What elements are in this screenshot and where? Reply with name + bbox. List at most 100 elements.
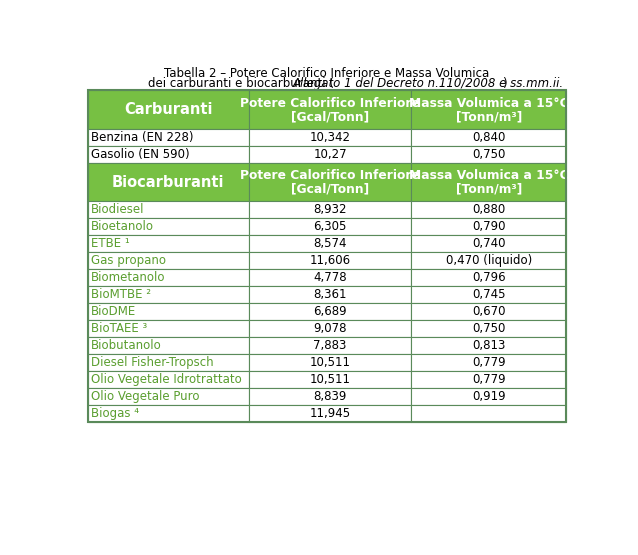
- Text: 10,342: 10,342: [309, 131, 350, 144]
- Bar: [412, 146, 567, 163]
- Bar: [249, 320, 412, 337]
- Text: ): ): [502, 77, 507, 90]
- Bar: [87, 269, 249, 286]
- Bar: [249, 286, 412, 303]
- Bar: [249, 218, 412, 235]
- Text: Biodiesel: Biodiesel: [91, 203, 144, 216]
- Bar: [249, 252, 412, 269]
- Text: ETBE ¹: ETBE ¹: [91, 237, 130, 250]
- Bar: [412, 269, 567, 286]
- Text: 4,778: 4,778: [313, 271, 347, 284]
- Bar: [249, 163, 412, 201]
- Text: Benzina (EN 228): Benzina (EN 228): [91, 131, 193, 144]
- Text: 0,470 (liquido): 0,470 (liquido): [446, 254, 532, 267]
- Bar: [412, 388, 567, 405]
- Bar: [249, 388, 412, 405]
- Bar: [412, 218, 567, 235]
- Bar: [412, 405, 567, 422]
- Text: 0,840: 0,840: [472, 131, 506, 144]
- Text: Gas propano: Gas propano: [91, 254, 166, 267]
- Bar: [87, 405, 249, 422]
- Text: 10,511: 10,511: [309, 356, 350, 369]
- Bar: [412, 163, 567, 201]
- Text: 11,945: 11,945: [309, 407, 351, 420]
- Text: 0,779: 0,779: [472, 356, 506, 369]
- Bar: [412, 286, 567, 303]
- Text: [Gcal/Tonn]: [Gcal/Tonn]: [291, 110, 369, 123]
- Text: 0,790: 0,790: [472, 220, 506, 233]
- Text: 0,813: 0,813: [472, 339, 506, 352]
- Text: Olio Vegetale Puro: Olio Vegetale Puro: [91, 390, 199, 403]
- Bar: [249, 146, 412, 163]
- Bar: [87, 320, 249, 337]
- Bar: [87, 388, 249, 405]
- Text: 10,27: 10,27: [313, 148, 347, 161]
- Text: Olio Vegetale Idrotrattato: Olio Vegetale Idrotrattato: [91, 373, 241, 386]
- Bar: [87, 337, 249, 354]
- Text: 0,919: 0,919: [472, 390, 506, 403]
- Bar: [87, 90, 249, 129]
- Text: Allegato 1 del Decreto n.110/2008 e ss.mm.ii.: Allegato 1 del Decreto n.110/2008 e ss.m…: [292, 77, 563, 90]
- Bar: [249, 235, 412, 252]
- Text: Tabella 2 – Potere Calorifico Inferiore e Massa Volumica: Tabella 2 – Potere Calorifico Inferiore …: [165, 67, 489, 80]
- Text: Potere Calorifico Inferiore: Potere Calorifico Inferiore: [240, 169, 420, 183]
- Text: Massa Volumica a 15°C: Massa Volumica a 15°C: [409, 169, 568, 183]
- Bar: [87, 252, 249, 269]
- Text: Biobutanolo: Biobutanolo: [91, 339, 161, 352]
- Bar: [249, 303, 412, 320]
- Text: 0,670: 0,670: [472, 305, 506, 318]
- Text: 7,883: 7,883: [313, 339, 347, 352]
- Bar: [249, 201, 412, 218]
- Text: 8,839: 8,839: [313, 390, 347, 403]
- Text: BioDME: BioDME: [91, 305, 136, 318]
- Bar: [412, 303, 567, 320]
- Bar: [412, 90, 567, 129]
- Text: [Tonn/m³]: [Tonn/m³]: [456, 110, 522, 123]
- Bar: [87, 163, 249, 201]
- Text: BioTAEE ³: BioTAEE ³: [91, 322, 147, 335]
- Text: Biometanolo: Biometanolo: [91, 271, 165, 284]
- Text: 0,880: 0,880: [472, 203, 505, 216]
- Text: Gasolio (EN 590): Gasolio (EN 590): [91, 148, 189, 161]
- Bar: [87, 218, 249, 235]
- Text: 0,796: 0,796: [472, 271, 506, 284]
- Text: Massa Volumica a 15°C: Massa Volumica a 15°C: [409, 97, 568, 110]
- Text: 11,606: 11,606: [309, 254, 351, 267]
- Bar: [412, 252, 567, 269]
- Bar: [87, 201, 249, 218]
- Text: 6,305: 6,305: [313, 220, 347, 233]
- Text: Biogas ⁴: Biogas ⁴: [91, 407, 138, 420]
- Bar: [87, 129, 249, 146]
- Bar: [87, 90, 567, 422]
- Bar: [412, 201, 567, 218]
- Text: 0,750: 0,750: [472, 148, 506, 161]
- Bar: [249, 90, 412, 129]
- Text: 0,745: 0,745: [472, 288, 506, 301]
- Text: [Tonn/m³]: [Tonn/m³]: [456, 183, 522, 195]
- Bar: [249, 269, 412, 286]
- Bar: [249, 337, 412, 354]
- Text: 0,740: 0,740: [472, 237, 506, 250]
- Bar: [249, 129, 412, 146]
- Bar: [412, 371, 567, 388]
- Text: BioMTBE ²: BioMTBE ²: [91, 288, 151, 301]
- Text: [Gcal/Tonn]: [Gcal/Tonn]: [291, 183, 369, 195]
- Text: Bioetanolo: Bioetanolo: [91, 220, 154, 233]
- Bar: [87, 235, 249, 252]
- Text: 10,511: 10,511: [309, 373, 350, 386]
- Text: 8,932: 8,932: [313, 203, 347, 216]
- Text: 9,078: 9,078: [313, 322, 347, 335]
- Bar: [87, 371, 249, 388]
- Bar: [249, 371, 412, 388]
- Text: 0,779: 0,779: [472, 373, 506, 386]
- Bar: [412, 320, 567, 337]
- Bar: [249, 354, 412, 371]
- Bar: [87, 303, 249, 320]
- Bar: [87, 146, 249, 163]
- Text: 8,361: 8,361: [313, 288, 347, 301]
- Text: Diesel Fisher-Tropsch: Diesel Fisher-Tropsch: [91, 356, 213, 369]
- Text: Potere Calorifico Inferiore: Potere Calorifico Inferiore: [240, 97, 420, 110]
- Bar: [87, 354, 249, 371]
- Text: Carburanti: Carburanti: [124, 102, 212, 117]
- Text: 6,689: 6,689: [313, 305, 347, 318]
